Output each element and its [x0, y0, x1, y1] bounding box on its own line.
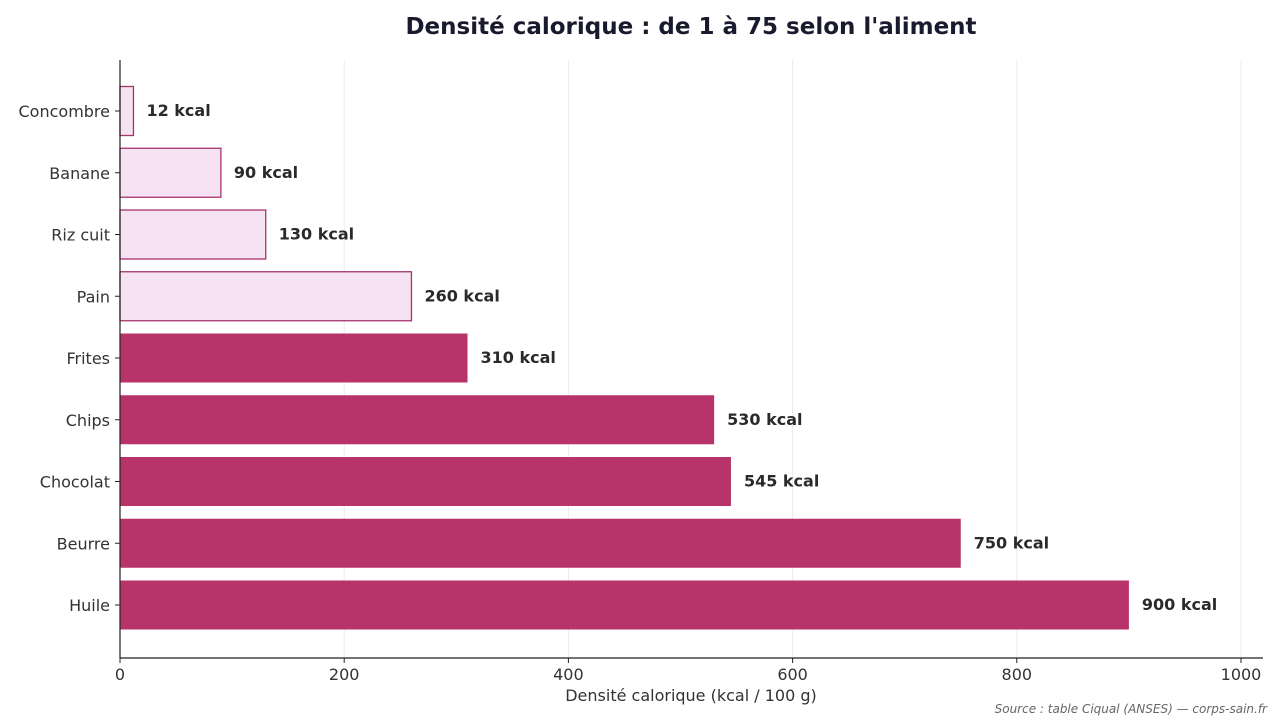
source-note: Source : table Ciqual (ANSES) — corps-sa… — [995, 702, 1268, 716]
x-tick-label: 200 — [329, 665, 360, 684]
x-tick-label: 800 — [1002, 665, 1033, 684]
value-label: 12 kcal — [146, 101, 210, 120]
category-label: Riz cuit — [51, 226, 110, 245]
axes — [115, 60, 1263, 663]
category-label: Chips — [66, 411, 110, 430]
bar-concombre — [119, 85, 135, 137]
x-tick-label: 600 — [777, 665, 808, 684]
gridlines — [343, 60, 1242, 658]
value-label: 260 kcal — [424, 286, 499, 305]
bar-banane — [119, 147, 222, 198]
bar-chips — [120, 395, 715, 445]
chart-title: Densité calorique : de 1 à 75 selon l'al… — [405, 14, 976, 40]
value-label: 310 kcal — [481, 348, 556, 367]
category-label: Beurre — [57, 534, 110, 553]
category-label: Banane — [49, 164, 110, 183]
value-label: 530 kcal — [727, 410, 802, 429]
bar-chocolat — [120, 457, 731, 506]
value-label: 900 kcal — [1142, 595, 1217, 614]
value-label: 545 kcal — [744, 472, 819, 491]
x-axis-title: Densité calorique (kcal / 100 g) — [565, 686, 817, 705]
value-label: 90 kcal — [234, 163, 298, 182]
category-label: Frites — [66, 349, 110, 368]
value-label: 750 kcal — [974, 533, 1049, 552]
bar-beurre — [120, 518, 961, 568]
category-label: Huile — [69, 596, 110, 615]
x-tick-label: 400 — [553, 665, 584, 684]
bar-huile — [120, 580, 1129, 630]
labels: 0 200 400 600 800 1000 Concombre 12 kcal Banane 9… — [19, 101, 1262, 684]
bar-frites — [120, 333, 468, 383]
bar-riz-cuit — [119, 209, 267, 260]
category-label: Pain — [77, 287, 110, 306]
value-label: 130 kcal — [279, 225, 354, 244]
bars — [119, 85, 1129, 630]
category-label: Chocolat — [40, 473, 110, 492]
bar-pain — [119, 271, 413, 322]
x-tick-label: 0 — [115, 665, 125, 684]
category-label: Concombre — [19, 102, 111, 121]
x-tick-label: 1000 — [1221, 665, 1262, 684]
